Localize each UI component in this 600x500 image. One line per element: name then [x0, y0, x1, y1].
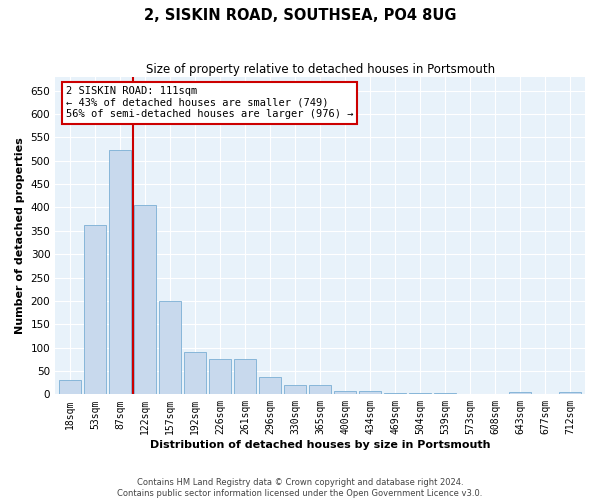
X-axis label: Distribution of detached houses by size in Portsmouth: Distribution of detached houses by size … — [150, 440, 490, 450]
Text: Contains HM Land Registry data © Crown copyright and database right 2024.
Contai: Contains HM Land Registry data © Crown c… — [118, 478, 482, 498]
Bar — [359, 390, 382, 394]
Bar — [209, 360, 232, 394]
Bar — [234, 360, 256, 394]
Bar — [84, 225, 106, 394]
Bar — [134, 205, 157, 394]
Bar — [509, 392, 531, 394]
Bar — [334, 390, 356, 394]
Bar — [109, 150, 131, 394]
Text: 2, SISKIN ROAD, SOUTHSEA, PO4 8UG: 2, SISKIN ROAD, SOUTHSEA, PO4 8UG — [144, 8, 456, 22]
Bar — [184, 352, 206, 395]
Bar — [159, 301, 181, 394]
Bar — [309, 385, 331, 394]
Bar — [259, 377, 281, 394]
Text: 2 SISKIN ROAD: 111sqm
← 43% of detached houses are smaller (749)
56% of semi-det: 2 SISKIN ROAD: 111sqm ← 43% of detached … — [66, 86, 353, 120]
Bar — [284, 385, 307, 394]
Bar — [59, 380, 82, 394]
Y-axis label: Number of detached properties: Number of detached properties — [15, 137, 25, 334]
Bar — [559, 392, 581, 394]
Title: Size of property relative to detached houses in Portsmouth: Size of property relative to detached ho… — [146, 62, 494, 76]
